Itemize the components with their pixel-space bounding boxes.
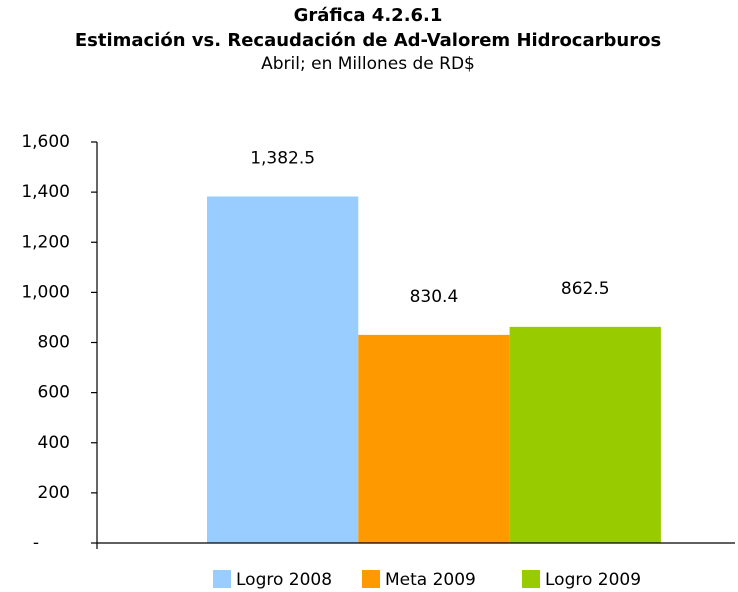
- chart-title: Gráfica 4.2.6.1: [294, 5, 443, 26]
- bar: [207, 196, 359, 544]
- chart-note: Abril; en Millones de RD$: [261, 54, 475, 74]
- y-tick-label: 1,400: [21, 182, 70, 202]
- y-tick-label: 1,200: [21, 232, 70, 252]
- legend-swatch: [213, 570, 231, 588]
- y-tick-label: 1,000: [21, 282, 70, 302]
- bar: [358, 334, 510, 543]
- y-tick-label: 600: [38, 383, 70, 403]
- data-label: 830.4: [410, 287, 459, 307]
- legend-label: Logro 2009: [545, 570, 641, 590]
- bar: [509, 326, 661, 543]
- chart-subtitle: Estimación vs. Recaudación de Ad-Valorem…: [75, 30, 661, 51]
- legend-label: Meta 2009: [385, 570, 476, 590]
- y-tick-label: 800: [38, 333, 70, 353]
- y-tick-label: 400: [38, 433, 70, 453]
- data-label: 1,382.5: [250, 149, 315, 169]
- legend-swatch: [362, 570, 380, 588]
- data-label: 862.5: [561, 279, 610, 299]
- legend-label: Logro 2008: [236, 570, 332, 590]
- y-tick-label: 1,600: [21, 132, 70, 152]
- y-tick-label: 200: [38, 483, 70, 503]
- legend-swatch: [522, 570, 540, 588]
- y-tick-label: -: [33, 533, 39, 553]
